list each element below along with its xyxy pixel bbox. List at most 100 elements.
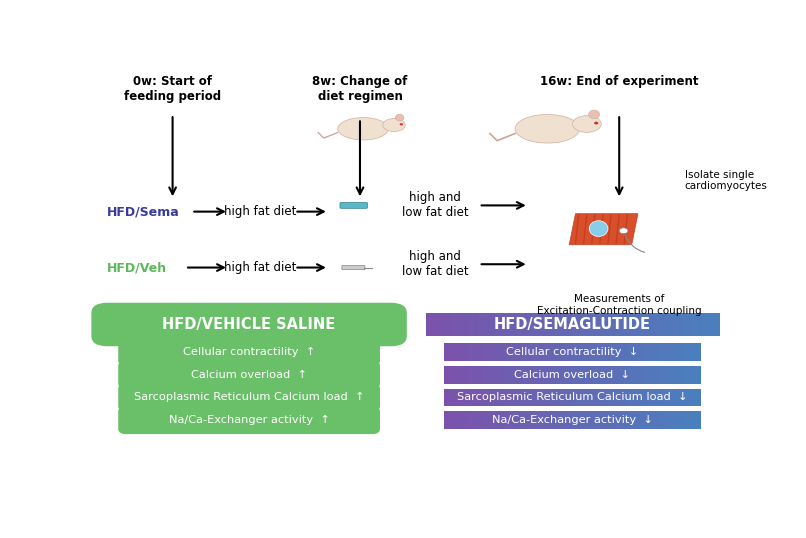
- Bar: [470, 343, 475, 361]
- Bar: [534, 343, 539, 361]
- Bar: [594, 388, 599, 406]
- Bar: [679, 313, 683, 336]
- Bar: [584, 313, 588, 336]
- Bar: [444, 313, 449, 336]
- Bar: [568, 388, 573, 406]
- Bar: [459, 313, 463, 336]
- Text: HFD/SEMAGLUTIDE: HFD/SEMAGLUTIDE: [494, 317, 651, 332]
- Bar: [426, 313, 430, 336]
- Bar: [538, 411, 543, 429]
- Bar: [649, 343, 654, 361]
- Text: HFD/Sema: HFD/Sema: [107, 205, 180, 218]
- Bar: [444, 343, 449, 361]
- Bar: [534, 366, 539, 384]
- Bar: [559, 343, 564, 361]
- Bar: [569, 313, 574, 336]
- Bar: [637, 411, 642, 429]
- Bar: [671, 411, 675, 429]
- Bar: [591, 313, 596, 336]
- Bar: [479, 366, 484, 384]
- Bar: [542, 343, 547, 361]
- Bar: [632, 343, 637, 361]
- Ellipse shape: [383, 118, 405, 132]
- Bar: [536, 313, 541, 336]
- Bar: [470, 366, 475, 384]
- Bar: [615, 366, 620, 384]
- Bar: [585, 411, 590, 429]
- Bar: [658, 411, 663, 429]
- Bar: [585, 343, 590, 361]
- Bar: [605, 313, 610, 336]
- Ellipse shape: [588, 110, 600, 119]
- Bar: [483, 343, 488, 361]
- Bar: [602, 343, 607, 361]
- Bar: [496, 343, 501, 361]
- Bar: [679, 388, 684, 406]
- Bar: [611, 411, 616, 429]
- Bar: [555, 388, 560, 406]
- Bar: [473, 313, 478, 336]
- Bar: [662, 411, 667, 429]
- Bar: [679, 411, 684, 429]
- Bar: [526, 343, 530, 361]
- Bar: [487, 343, 492, 361]
- Bar: [538, 388, 543, 406]
- Bar: [675, 366, 679, 384]
- Text: Measurements of
Excitation-Contraction coupling: Measurements of Excitation-Contraction c…: [537, 294, 701, 316]
- Bar: [492, 388, 496, 406]
- Bar: [525, 313, 530, 336]
- Bar: [692, 366, 696, 384]
- Bar: [530, 366, 534, 384]
- Bar: [546, 411, 551, 429]
- Bar: [546, 343, 551, 361]
- Bar: [697, 313, 702, 336]
- Bar: [470, 411, 475, 429]
- Bar: [653, 313, 658, 336]
- Bar: [658, 343, 663, 361]
- Bar: [615, 411, 620, 429]
- Bar: [716, 313, 721, 336]
- Bar: [555, 411, 560, 429]
- Bar: [542, 366, 547, 384]
- Bar: [572, 313, 577, 336]
- Bar: [453, 411, 458, 429]
- Bar: [558, 313, 563, 336]
- Bar: [646, 313, 650, 336]
- Bar: [598, 313, 603, 336]
- Bar: [477, 313, 482, 336]
- Bar: [602, 313, 607, 336]
- Bar: [521, 366, 526, 384]
- Circle shape: [400, 123, 403, 125]
- Bar: [457, 388, 462, 406]
- Bar: [526, 411, 530, 429]
- Ellipse shape: [572, 116, 601, 132]
- Bar: [487, 366, 492, 384]
- Bar: [637, 343, 642, 361]
- Bar: [628, 411, 633, 429]
- Bar: [611, 366, 616, 384]
- Text: high fat diet: high fat diet: [224, 205, 297, 218]
- Bar: [504, 343, 509, 361]
- Bar: [657, 313, 662, 336]
- Text: 8w: Change of
diet regimen: 8w: Change of diet regimen: [312, 75, 408, 103]
- Bar: [496, 313, 501, 336]
- Text: Na/Ca-Exchanger activity  ↓: Na/Ca-Exchanger activity ↓: [492, 415, 653, 425]
- Bar: [517, 411, 521, 429]
- Bar: [683, 366, 688, 384]
- Bar: [466, 411, 471, 429]
- FancyBboxPatch shape: [118, 361, 380, 388]
- Bar: [692, 411, 696, 429]
- Bar: [667, 388, 671, 406]
- FancyBboxPatch shape: [118, 338, 380, 366]
- Circle shape: [619, 228, 628, 233]
- Bar: [692, 343, 696, 361]
- Bar: [572, 366, 577, 384]
- Bar: [521, 411, 526, 429]
- Bar: [628, 366, 633, 384]
- Text: HFD/Veh: HFD/Veh: [107, 261, 167, 274]
- Bar: [675, 411, 679, 429]
- Bar: [568, 343, 573, 361]
- Text: Na/Ca-Exchanger activity  ↑: Na/Ca-Exchanger activity ↑: [168, 415, 330, 425]
- Bar: [641, 411, 646, 429]
- Bar: [594, 343, 599, 361]
